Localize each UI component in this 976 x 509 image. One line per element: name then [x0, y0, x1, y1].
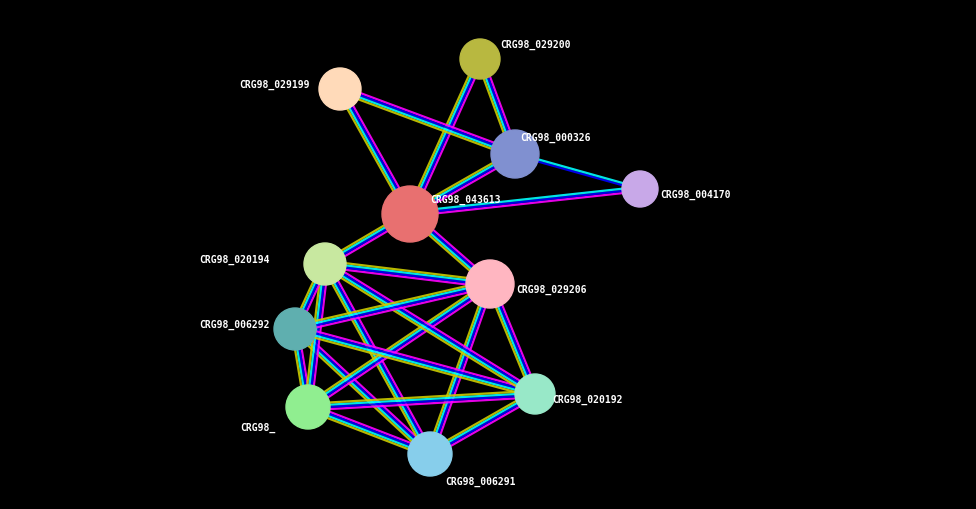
Text: CRG98_: CRG98_: [240, 422, 275, 432]
Circle shape: [515, 374, 555, 414]
Text: CRG98_029200: CRG98_029200: [500, 40, 571, 50]
Circle shape: [382, 187, 438, 242]
Circle shape: [408, 432, 452, 476]
Text: CRG98_043613: CRG98_043613: [430, 194, 501, 205]
Text: CRG98_000326: CRG98_000326: [520, 133, 590, 143]
Circle shape: [466, 261, 514, 308]
Circle shape: [286, 385, 330, 429]
Circle shape: [460, 40, 500, 80]
Text: CRG98_020192: CRG98_020192: [552, 394, 623, 404]
Text: CRG98_029199: CRG98_029199: [239, 80, 310, 90]
Text: CRG98_020194: CRG98_020194: [199, 254, 270, 265]
Circle shape: [304, 243, 346, 286]
Text: CRG98_006291: CRG98_006291: [445, 476, 515, 486]
Circle shape: [274, 308, 316, 350]
Circle shape: [491, 131, 539, 179]
Text: CRG98_004170: CRG98_004170: [660, 189, 730, 200]
Text: CRG98_029206: CRG98_029206: [516, 285, 587, 295]
Text: CRG98_006292: CRG98_006292: [199, 319, 270, 329]
Circle shape: [319, 69, 361, 111]
Circle shape: [622, 172, 658, 208]
